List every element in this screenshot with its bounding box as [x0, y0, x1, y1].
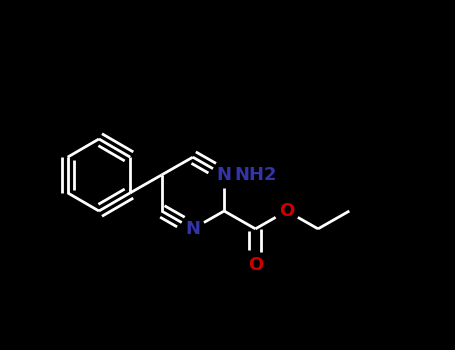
Text: O: O: [279, 202, 294, 220]
Text: O: O: [248, 256, 263, 274]
Text: N: N: [185, 220, 200, 238]
Text: NH2: NH2: [234, 166, 277, 184]
Text: N: N: [217, 166, 232, 184]
